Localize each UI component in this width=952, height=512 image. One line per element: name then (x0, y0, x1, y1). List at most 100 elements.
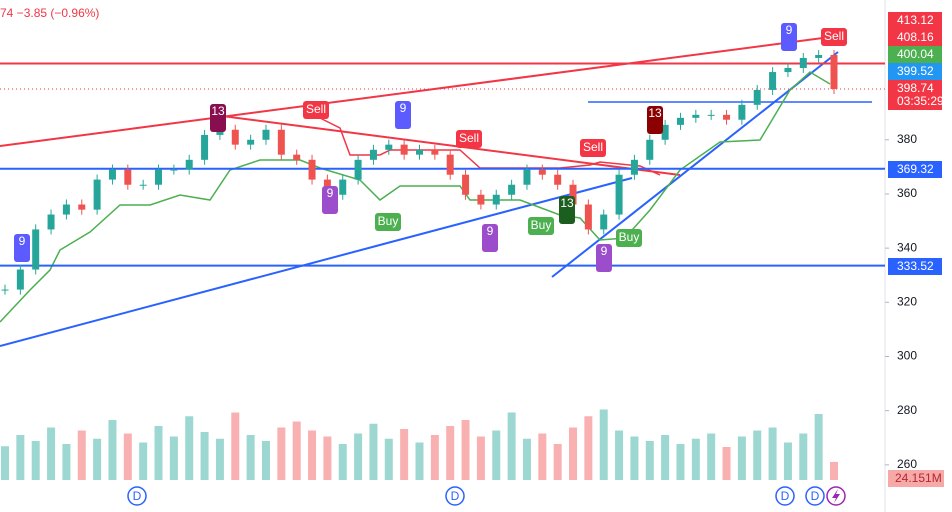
signal-label: Buy (378, 214, 399, 228)
signal-badge (210, 104, 226, 132)
volume-bar (47, 427, 56, 480)
y-tick-label: 280 (897, 403, 917, 417)
trend-line (0, 35, 839, 147)
signal-label: Buy (531, 218, 552, 232)
price-tag-bg (888, 29, 942, 46)
trend-line (221, 115, 681, 176)
volume-bar (77, 430, 86, 480)
volume-bar (231, 412, 240, 480)
candle-body (277, 129, 285, 155)
volume-bar (476, 436, 485, 480)
volume-bar (31, 441, 40, 480)
signal-label: 13 (648, 106, 662, 120)
candle-body (247, 139, 255, 145)
volume-bar (215, 438, 224, 480)
candle-body (416, 149, 423, 155)
volume-bar (400, 429, 409, 480)
volume-bar (553, 444, 562, 480)
candle-body (769, 72, 777, 90)
volume-bar (16, 435, 25, 480)
candle-body (400, 144, 408, 155)
signal-badge (616, 229, 642, 247)
signal-label: Buy (619, 230, 640, 244)
volume-bar (185, 416, 194, 480)
candle-body (600, 214, 608, 230)
signal-label: 13 (560, 196, 574, 210)
volume-bar (1, 446, 9, 480)
trend-line (0, 177, 633, 347)
signal-label: 9 (601, 244, 608, 258)
price-tag: 369.32 (897, 162, 934, 176)
candle-body (216, 129, 224, 135)
volume-bar (722, 447, 731, 480)
candle-body (630, 159, 638, 175)
candle-body (646, 139, 654, 160)
candle-body (799, 57, 807, 68)
signal-badge (596, 244, 612, 272)
candle-body (62, 204, 70, 215)
volume-bar (246, 435, 255, 480)
signal-label: 9 (400, 101, 407, 115)
volume-bar (814, 414, 823, 480)
volume-tag: 24.151M (895, 471, 942, 485)
candle-body (170, 169, 178, 171)
candle-body (446, 154, 454, 175)
signal-badge (482, 224, 498, 252)
signal-badge (580, 139, 606, 157)
volume-bar (661, 435, 670, 480)
volume-bar (753, 430, 762, 480)
candle-body (830, 54, 838, 90)
volume-bar (261, 441, 270, 480)
signal-badge (528, 217, 554, 235)
volume-bar (430, 435, 439, 480)
price-tag: 333.52 (897, 259, 934, 273)
candle-body (185, 159, 193, 170)
volume-bar (169, 436, 178, 480)
price-tag: 398.74 (897, 81, 934, 95)
price-tag-bg (888, 161, 942, 178)
price-tag-bg (888, 46, 942, 63)
candle-body (615, 174, 623, 215)
volume-bar (522, 438, 531, 480)
price-tag-bg (888, 63, 942, 80)
volume-bar (446, 426, 455, 480)
volume-tag-bg (888, 470, 944, 487)
signal-label: Sell (459, 131, 479, 145)
signal-label: 9 (786, 23, 793, 37)
volume-bar (630, 436, 639, 480)
volume-bar (369, 423, 378, 480)
candle-body (16, 269, 24, 290)
candle-body (32, 229, 40, 270)
y-tick-label: 260 (897, 457, 917, 471)
candle-body (784, 67, 792, 73)
volume-bar (569, 427, 578, 480)
candle-body (1, 289, 9, 291)
candle-body (676, 117, 684, 125)
candle-body (108, 169, 116, 180)
candle-body (692, 114, 700, 118)
candle-body (47, 214, 55, 230)
price-tag-bg (888, 12, 942, 29)
candle-body (569, 184, 577, 205)
signal-badge (821, 28, 847, 46)
candle-body (369, 149, 377, 160)
volume-bar (338, 444, 347, 480)
volume-bar (62, 444, 71, 480)
volume-bar (292, 421, 301, 480)
volume-bar (645, 441, 654, 480)
price-tag: 399.52 (897, 64, 934, 78)
volume-bar (139, 442, 148, 480)
volume-bar (323, 436, 332, 480)
volume-bar (768, 427, 777, 480)
event-icon (832, 489, 840, 503)
candle-body (93, 179, 101, 210)
candle-body (431, 149, 439, 155)
candle-body (738, 104, 746, 120)
signal-badge (14, 234, 30, 262)
candle-body (523, 169, 531, 185)
volume-bar (108, 420, 117, 480)
candle-body (508, 184, 516, 195)
candle-body (385, 144, 393, 150)
dividend-marker (127, 486, 147, 506)
